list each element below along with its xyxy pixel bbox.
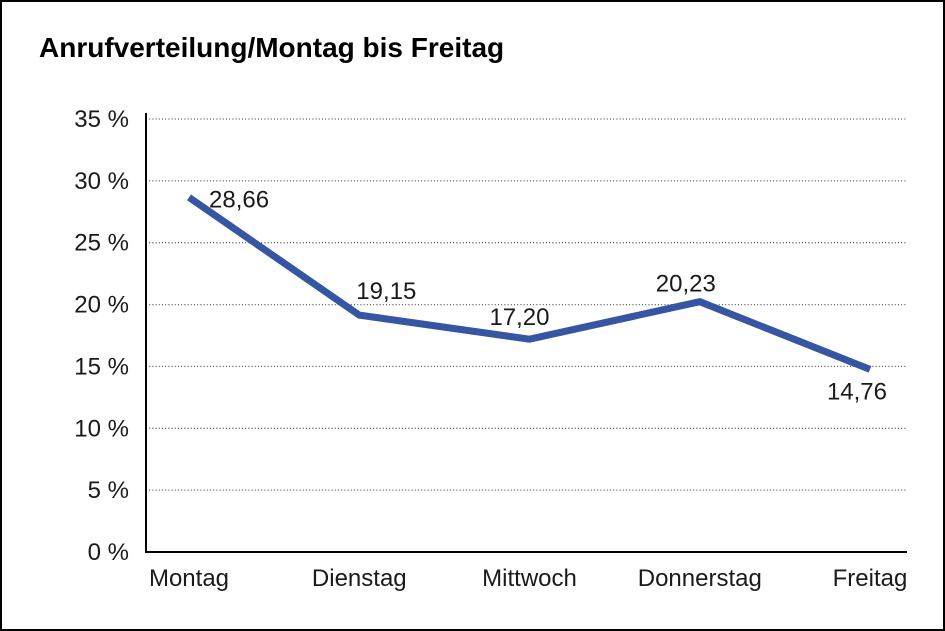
- data-label: 20,23: [656, 271, 716, 298]
- chart-title: Anrufverteilung/Montag bis Freitag: [39, 32, 505, 63]
- data-label: 17,20: [489, 304, 549, 331]
- y-tick-label: 15 %: [74, 353, 129, 380]
- x-axis-label: Mittwoch: [482, 565, 577, 592]
- y-tick-label: 35 %: [74, 106, 129, 133]
- y-tick-label: 30 %: [74, 168, 129, 195]
- y-tick-label: 0 %: [88, 539, 129, 566]
- x-axis-label: Dienstag: [312, 565, 407, 592]
- y-tick-label: 10 %: [74, 415, 129, 442]
- y-tick-label: 5 %: [88, 477, 129, 504]
- x-axis-label: Freitag: [833, 565, 908, 592]
- y-tick-label: 20 %: [74, 292, 129, 319]
- data-label: 19,15: [356, 278, 416, 305]
- x-axis-label: Montag: [149, 565, 229, 592]
- data-label: 14,76: [827, 378, 887, 405]
- x-axis-label: Donnerstag: [638, 565, 762, 592]
- y-tick-label: 25 %: [74, 230, 129, 257]
- data-label: 28,66: [209, 186, 269, 213]
- series-line: [187, 194, 872, 373]
